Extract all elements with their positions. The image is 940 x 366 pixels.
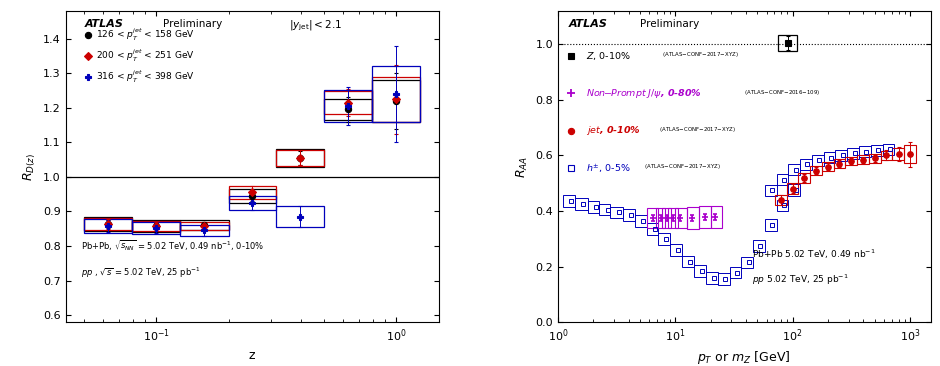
Bar [84, 217, 132, 231]
Bar [834, 159, 845, 168]
Bar [324, 90, 372, 123]
Text: $\mathregular{_{(ATLAS\!-\!CONF\!-\!2017\!-\!XYZ)}}$: $\mathregular{_{(ATLAS\!-\!CONF\!-\!2017… [642, 163, 720, 173]
Bar [276, 150, 324, 166]
Legend: 126 < $p_T^{jet}$ < 158 GeV, 200 < $p_T^{jet}$ < 251 GeV, 316 < $p_T^{jet}$ < 39: 126 < $p_T^{jet}$ < 158 GeV, 200 < $p_T^… [82, 25, 196, 86]
Bar [132, 221, 180, 231]
Bar [765, 219, 776, 231]
Bar [857, 156, 869, 164]
Bar [778, 35, 797, 51]
Bar [372, 80, 420, 122]
Bar [822, 162, 834, 171]
Bar [694, 265, 706, 277]
Bar [132, 220, 180, 232]
Bar [789, 184, 800, 196]
Bar [859, 146, 870, 157]
Bar [798, 173, 810, 183]
Text: $pp$ 5.02 TeV, 25 pb$^{-1}$: $pp$ 5.02 TeV, 25 pb$^{-1}$ [752, 272, 849, 287]
Bar [276, 206, 324, 227]
Bar [776, 199, 789, 211]
Bar [845, 157, 857, 165]
Bar [810, 166, 822, 175]
Bar [228, 196, 276, 210]
Bar [670, 244, 682, 256]
Bar [372, 76, 420, 122]
Bar [276, 149, 324, 167]
Bar [718, 273, 729, 285]
Bar [563, 195, 575, 207]
Bar [787, 183, 798, 194]
Bar [800, 159, 812, 170]
Bar [599, 204, 610, 216]
Bar [812, 155, 823, 166]
Bar [711, 206, 722, 228]
Bar [180, 222, 228, 230]
Text: $h^{\pm}$, 0-5%: $h^{\pm}$, 0-5% [586, 162, 631, 175]
Bar [647, 223, 658, 235]
X-axis label: $p_T$ or $m_Z$ [GeV]: $p_T$ or $m_Z$ [GeV] [697, 349, 791, 366]
Y-axis label: $R_{AA}$: $R_{AA}$ [514, 156, 529, 178]
Bar [623, 209, 634, 221]
Bar [228, 189, 276, 203]
Bar [610, 206, 623, 218]
Bar [180, 225, 228, 236]
Text: $\mathit{Non\!\!-\!\!Prompt\ J/\psi}$, 0-80%: $\mathit{Non\!\!-\!\!Prompt\ J/\psi}$, 0… [586, 87, 702, 100]
Bar [686, 207, 699, 229]
Bar [658, 233, 670, 244]
Bar [883, 144, 894, 155]
Text: Pb+Pb 5.02 TeV, 0.49 nb$^{-1}$: Pb+Pb 5.02 TeV, 0.49 nb$^{-1}$ [752, 247, 875, 261]
Bar [789, 164, 800, 175]
Bar [892, 148, 904, 160]
Bar [180, 220, 228, 231]
Bar [765, 184, 776, 196]
Bar [132, 222, 180, 234]
Bar [836, 150, 847, 161]
Bar [753, 240, 765, 251]
Bar [662, 208, 671, 228]
Bar [84, 218, 132, 230]
Bar [776, 195, 787, 205]
Bar [228, 186, 276, 198]
Bar [847, 147, 859, 159]
Text: $\mathregular{_{(ATLAS\!-\!CONF\!-\!2016\!-\!109)}}$: $\mathregular{_{(ATLAS\!-\!CONF\!-\!2016… [743, 88, 821, 98]
Text: $\mathit{jet}$, 0-10%: $\mathit{jet}$, 0-10% [586, 124, 641, 137]
Bar [706, 272, 718, 284]
Text: $\mathregular{_{(ATLAS\!-\!CONF\!-\!2017\!-\!XYZ)}}$: $\mathregular{_{(ATLAS\!-\!CONF\!-\!2017… [657, 126, 735, 136]
Bar [881, 150, 892, 160]
Bar [823, 152, 836, 163]
Bar [699, 206, 711, 228]
Bar [742, 257, 753, 268]
Text: ATLAS: ATLAS [569, 19, 608, 29]
Bar [729, 267, 742, 279]
Bar [869, 154, 881, 163]
Text: $Z$, 0-10%: $Z$, 0-10% [586, 50, 631, 62]
Bar [634, 215, 647, 227]
Text: Pb+Pb, $\sqrt{s_{NN}}$ = 5.02 TeV, 0.49 nb$^{-1}$, 0-10%: Pb+Pb, $\sqrt{s_{NN}}$ = 5.02 TeV, 0.49 … [81, 238, 264, 251]
Bar [324, 99, 372, 120]
Bar [588, 201, 599, 213]
Bar [870, 145, 883, 156]
Bar [675, 208, 686, 228]
Text: $pp$ , $\sqrt{s}$ = 5.02 TeV, 25 pb$^{-1}$: $pp$ , $\sqrt{s}$ = 5.02 TeV, 25 pb$^{-1… [81, 266, 200, 280]
Bar [904, 145, 916, 163]
Bar [668, 208, 678, 228]
Text: $|y_\mathrm{jet}|<2.1$: $|y_\mathrm{jet}|<2.1$ [290, 19, 342, 33]
Bar [648, 208, 658, 228]
Bar [372, 66, 420, 122]
X-axis label: z: z [249, 349, 256, 362]
Text: ATLAS: ATLAS [85, 19, 123, 29]
Text: $\mathregular{_{(ATLAS\!-\!CONF\!-\!2017\!-\!XYZ)}}$: $\mathregular{_{(ATLAS\!-\!CONF\!-\!2017… [660, 51, 739, 61]
Text: Preliminary: Preliminary [163, 19, 222, 29]
Bar [682, 256, 694, 267]
Bar [84, 219, 132, 233]
Bar [575, 198, 588, 210]
Text: Preliminary: Preliminary [640, 19, 699, 29]
Bar [776, 174, 789, 186]
Bar [655, 208, 666, 228]
Y-axis label: $R_{D(z)}$: $R_{D(z)}$ [22, 153, 38, 180]
Bar [324, 92, 372, 114]
